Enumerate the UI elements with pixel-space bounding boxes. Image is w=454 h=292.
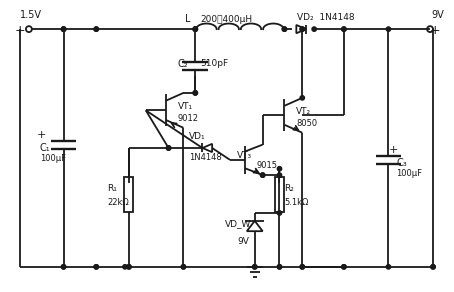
- Text: VD_W: VD_W: [225, 219, 252, 228]
- Text: R₁: R₁: [107, 184, 117, 193]
- Circle shape: [277, 211, 281, 215]
- Text: 9012: 9012: [178, 114, 198, 123]
- Text: VD₁: VD₁: [189, 132, 206, 140]
- Circle shape: [252, 265, 257, 269]
- Circle shape: [386, 265, 390, 269]
- Circle shape: [277, 265, 281, 269]
- Circle shape: [127, 265, 131, 269]
- Text: R₂: R₂: [285, 184, 294, 193]
- Circle shape: [252, 265, 257, 269]
- Circle shape: [277, 265, 281, 269]
- Bar: [275, 177, 284, 212]
- Circle shape: [193, 27, 197, 31]
- Text: 100μF: 100μF: [396, 169, 422, 178]
- Circle shape: [127, 265, 131, 269]
- Circle shape: [300, 265, 305, 269]
- Circle shape: [181, 265, 186, 269]
- Circle shape: [342, 27, 346, 31]
- Circle shape: [300, 265, 305, 269]
- Text: +: +: [389, 145, 398, 155]
- Circle shape: [300, 27, 305, 31]
- Text: 9V: 9V: [237, 237, 249, 246]
- Circle shape: [300, 27, 305, 31]
- Circle shape: [342, 265, 346, 269]
- Circle shape: [61, 265, 66, 269]
- Circle shape: [94, 27, 99, 31]
- Circle shape: [94, 27, 99, 31]
- Circle shape: [61, 27, 66, 31]
- Text: C₂: C₂: [178, 59, 188, 69]
- Circle shape: [193, 91, 197, 95]
- Text: 22kΩ: 22kΩ: [107, 198, 129, 207]
- Bar: [124, 177, 133, 212]
- Text: C₁: C₁: [40, 143, 50, 153]
- Circle shape: [300, 96, 305, 100]
- Text: +: +: [429, 24, 440, 36]
- Circle shape: [342, 27, 346, 31]
- Circle shape: [61, 265, 66, 269]
- Text: VT₁: VT₁: [178, 102, 192, 111]
- Circle shape: [282, 27, 286, 31]
- Text: 1N4148: 1N4148: [189, 153, 222, 162]
- Text: VT₂: VT₂: [296, 107, 311, 116]
- Circle shape: [312, 27, 316, 31]
- Circle shape: [431, 265, 435, 269]
- Text: VD₂  1N4148: VD₂ 1N4148: [297, 13, 355, 22]
- Text: 510pF: 510pF: [200, 59, 228, 68]
- Text: +: +: [37, 130, 46, 140]
- Text: 8050: 8050: [296, 119, 317, 128]
- Circle shape: [61, 27, 66, 31]
- Text: +: +: [15, 24, 25, 36]
- Text: VT₃: VT₃: [237, 152, 252, 160]
- Circle shape: [193, 91, 197, 95]
- Text: 9V: 9V: [431, 10, 444, 20]
- Text: 5.1kΩ: 5.1kΩ: [285, 198, 309, 207]
- Text: L: L: [185, 14, 190, 24]
- Circle shape: [277, 173, 281, 177]
- Circle shape: [261, 173, 265, 177]
- Circle shape: [123, 265, 127, 269]
- Circle shape: [166, 146, 171, 150]
- Circle shape: [193, 27, 197, 31]
- Circle shape: [193, 27, 197, 31]
- Circle shape: [166, 146, 171, 150]
- Circle shape: [61, 27, 66, 31]
- Text: 200～400μH: 200～400μH: [200, 15, 252, 24]
- Circle shape: [277, 167, 281, 171]
- Circle shape: [261, 173, 265, 177]
- Circle shape: [342, 265, 346, 269]
- Text: 100μF: 100μF: [40, 154, 66, 164]
- Text: 1.5V: 1.5V: [20, 10, 42, 20]
- Circle shape: [94, 265, 99, 269]
- Circle shape: [386, 27, 390, 31]
- Text: 9015: 9015: [257, 161, 278, 170]
- Text: C₃: C₃: [396, 158, 407, 168]
- Circle shape: [431, 265, 435, 269]
- Circle shape: [94, 265, 99, 269]
- Circle shape: [181, 265, 186, 269]
- Circle shape: [282, 27, 286, 31]
